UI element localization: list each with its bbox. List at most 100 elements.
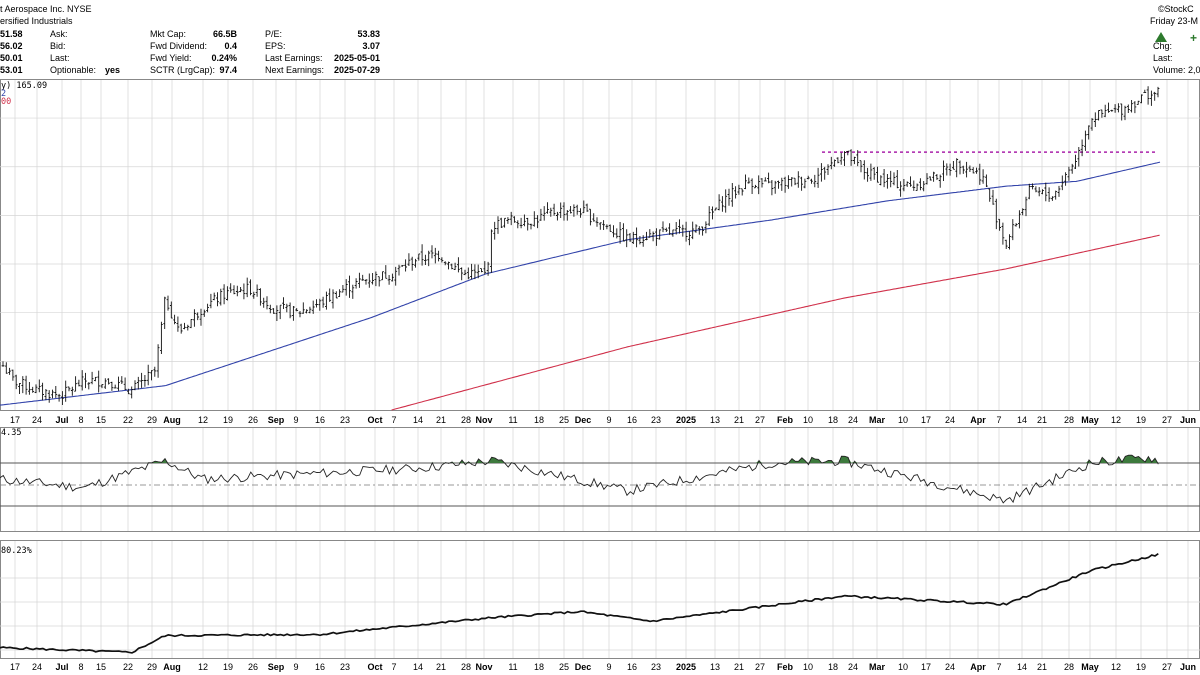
price-bar	[1074, 154, 1077, 169]
price-bar	[787, 175, 790, 189]
price-bar	[414, 258, 417, 268]
x-axis-lower-tick-label: 12	[198, 662, 208, 672]
price-bar	[202, 309, 206, 317]
price-bar	[1100, 109, 1104, 118]
price-bar	[862, 160, 866, 180]
x-axis-lower-tick-label: 27	[1162, 662, 1172, 672]
rsi-grid	[14, 428, 1189, 531]
price-bar	[453, 262, 457, 270]
performance-grid	[0, 541, 1200, 658]
mkt-cap-label: Mkt Cap:	[150, 29, 186, 39]
price-bar	[338, 289, 341, 298]
x-axis-upper-tick-label: 9	[606, 415, 611, 425]
price-panel-border	[0, 79, 1200, 411]
x-axis-upper: 17 24 Jul 8 15 22 29 Aug 12 19 26 Sep 9 16 23 Oct 7 14 21 2…	[10, 415, 1196, 425]
price-bar	[166, 295, 170, 311]
price-bar	[427, 250, 431, 267]
x-axis-upper-tick-label: Aug	[163, 415, 181, 425]
price-bar	[793, 177, 797, 186]
price-bar	[1011, 219, 1015, 241]
price-bar	[1027, 183, 1031, 200]
price-legend: y) 165.09	[1, 81, 47, 91]
price-bar	[955, 158, 959, 178]
x-axis-upper-tick-label: 24	[32, 415, 42, 425]
x-axis-upper-tick-label: 21	[1037, 415, 1047, 425]
next-earnings-label: Next Earnings:	[265, 65, 324, 75]
price-bar	[252, 291, 256, 299]
price-bar	[879, 175, 883, 186]
x-axis-upper-tick-label: Dec	[575, 415, 592, 425]
x-axis-upper-tick-label: 7	[996, 415, 1001, 425]
price-bar	[968, 165, 972, 172]
price-bar	[595, 217, 599, 227]
price-bar	[127, 388, 130, 395]
price-bar	[886, 174, 889, 189]
x-axis-upper-tick-label: 17	[10, 415, 20, 425]
price-bar	[661, 221, 665, 233]
sctr-label: SCTR (LrgCap):	[150, 65, 215, 75]
price-bar	[783, 176, 787, 193]
x-axis-lower-tick-label: 14	[1017, 662, 1027, 672]
price-bar	[1136, 100, 1140, 105]
price-bar	[146, 364, 150, 386]
price-bar	[556, 211, 559, 221]
price-bar	[770, 180, 774, 196]
price-bar	[836, 157, 840, 164]
price-bar	[364, 279, 368, 285]
header-left-value-3: 53.01	[0, 65, 23, 75]
price-bar	[1021, 208, 1025, 216]
price-bar	[625, 229, 629, 248]
price-legend-sub2: 00	[1, 97, 11, 107]
price-bar	[14, 374, 18, 390]
price-bar	[285, 303, 289, 313]
x-axis-lower-tick-label: 21	[436, 662, 446, 672]
price-bar	[189, 319, 193, 329]
price-bar	[1041, 189, 1044, 195]
price-bar	[638, 236, 642, 245]
price-bar	[24, 375, 28, 395]
price-bar	[668, 223, 671, 235]
x-axis-upper-tick-label: 27	[1162, 415, 1172, 425]
x-axis-lower-tick-label: 22	[123, 662, 133, 672]
volume-label: Volume: 2,0	[1153, 65, 1200, 75]
price-bar	[895, 170, 899, 189]
price-bar	[1001, 222, 1005, 245]
price-bar	[1018, 210, 1021, 229]
price-bar	[77, 379, 81, 387]
last-label: Last:	[50, 53, 70, 63]
price-bar	[460, 267, 464, 281]
price-bar	[358, 272, 361, 288]
price-bar	[539, 208, 543, 221]
price-bar	[942, 160, 945, 181]
price-bar	[1084, 130, 1087, 151]
price-bar	[153, 366, 157, 377]
price-bar	[750, 178, 754, 194]
x-axis-upper-tick-label: 2025	[676, 415, 696, 425]
price-bar	[754, 184, 757, 189]
price-bar	[579, 208, 582, 218]
eps-label: EPS:	[265, 41, 286, 51]
price-bar	[1004, 239, 1008, 249]
x-axis-upper-tick-label: 8	[78, 415, 83, 425]
price-bar	[1126, 104, 1130, 113]
price-bar	[84, 372, 87, 389]
fwd-yield-value: 0.24%	[211, 53, 237, 63]
price-bar	[767, 172, 770, 184]
price-bar	[985, 174, 988, 187]
price-bar	[1047, 187, 1051, 202]
price-bar	[113, 384, 117, 389]
x-axis-lower-tick-label: 17	[921, 662, 931, 672]
optionable-value: yes	[105, 65, 120, 75]
pe-label: P/E:	[265, 29, 282, 39]
price-bar	[978, 163, 982, 185]
x-axis-lower-tick-label: 2025	[676, 662, 696, 672]
price-bar	[641, 235, 645, 247]
price-bar	[823, 166, 827, 180]
price-bar	[298, 311, 302, 318]
price-bar	[536, 215, 539, 229]
price-bar	[988, 188, 992, 202]
x-axis-upper-tick-label: 13	[710, 415, 720, 425]
price-bar	[688, 231, 691, 246]
price-bar	[1143, 89, 1147, 94]
price-bar	[826, 164, 830, 175]
